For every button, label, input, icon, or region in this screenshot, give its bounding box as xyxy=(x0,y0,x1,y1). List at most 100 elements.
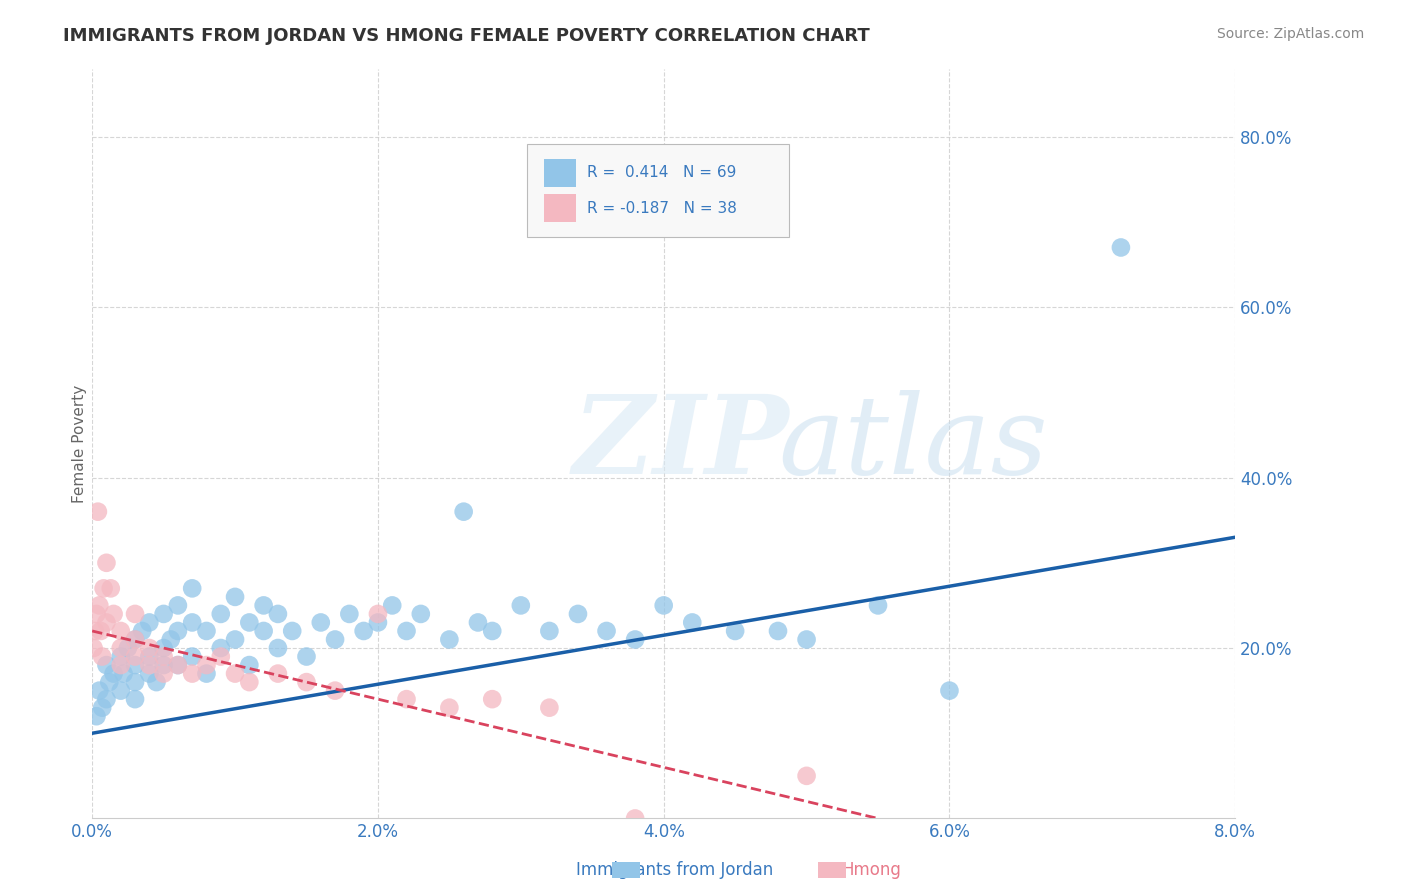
Text: Source: ZipAtlas.com: Source: ZipAtlas.com xyxy=(1216,27,1364,41)
Point xyxy=(91,700,114,714)
Point xyxy=(453,505,475,519)
Point xyxy=(624,812,647,826)
Text: Immigrants from Jordan: Immigrants from Jordan xyxy=(576,861,773,879)
FancyBboxPatch shape xyxy=(526,144,789,237)
Point xyxy=(766,624,789,638)
Point xyxy=(138,615,160,630)
Text: atlas: atlas xyxy=(778,390,1047,497)
Point xyxy=(110,658,132,673)
Point xyxy=(796,769,818,783)
Point xyxy=(86,607,108,621)
Point xyxy=(367,607,389,621)
Point xyxy=(567,607,589,621)
Point xyxy=(138,649,160,664)
Point xyxy=(209,607,232,621)
Point xyxy=(181,582,204,596)
Point xyxy=(353,624,375,638)
Text: IMMIGRANTS FROM JORDAN VS HMONG FEMALE POVERTY CORRELATION CHART: IMMIGRANTS FROM JORDAN VS HMONG FEMALE P… xyxy=(63,27,870,45)
Point xyxy=(181,615,204,630)
Point xyxy=(181,649,204,664)
Point xyxy=(439,632,461,647)
Point xyxy=(96,556,118,570)
Point xyxy=(238,658,260,673)
Point xyxy=(91,649,114,664)
Point xyxy=(509,599,531,613)
Point xyxy=(367,615,389,630)
Point xyxy=(152,640,174,655)
Point xyxy=(93,582,115,596)
Point xyxy=(84,624,107,638)
Point xyxy=(167,624,190,638)
Point xyxy=(253,599,276,613)
Point xyxy=(224,590,246,604)
Point xyxy=(267,607,290,621)
Point xyxy=(124,632,146,647)
Point xyxy=(152,658,174,673)
Point xyxy=(295,675,318,690)
Point xyxy=(110,624,132,638)
Point xyxy=(152,607,174,621)
Text: Hmong: Hmong xyxy=(842,861,901,879)
Point xyxy=(159,632,181,647)
Point xyxy=(138,666,160,681)
Point xyxy=(87,505,110,519)
Point xyxy=(538,624,561,638)
Point xyxy=(209,649,232,664)
Point xyxy=(866,599,889,613)
Point xyxy=(224,632,246,647)
Point xyxy=(467,615,489,630)
Point xyxy=(110,649,132,664)
Point xyxy=(110,640,132,655)
Point xyxy=(309,615,332,630)
Point xyxy=(624,632,647,647)
Point xyxy=(337,607,360,621)
Point xyxy=(103,607,125,621)
Point xyxy=(652,599,675,613)
Point xyxy=(267,666,290,681)
Point xyxy=(439,700,461,714)
Text: ZIP: ZIP xyxy=(572,390,789,497)
FancyBboxPatch shape xyxy=(544,194,575,222)
Point xyxy=(100,582,122,596)
Text: R =  0.414   N = 69: R = 0.414 N = 69 xyxy=(588,165,737,180)
Point xyxy=(238,615,260,630)
Point xyxy=(938,683,960,698)
Point xyxy=(253,624,276,638)
FancyBboxPatch shape xyxy=(544,159,575,187)
Point xyxy=(124,675,146,690)
Point xyxy=(96,692,118,706)
Point xyxy=(98,675,121,690)
Point xyxy=(112,666,135,681)
Point xyxy=(195,658,218,673)
Point xyxy=(281,624,304,638)
Point xyxy=(86,709,108,723)
Point xyxy=(538,700,561,714)
Point xyxy=(152,666,174,681)
Point xyxy=(124,658,146,673)
Point xyxy=(195,624,218,638)
Point xyxy=(89,599,111,613)
Point xyxy=(117,640,139,655)
Point xyxy=(83,640,105,655)
Point xyxy=(152,649,174,664)
Point xyxy=(138,640,160,655)
Point xyxy=(209,640,232,655)
Point xyxy=(323,632,346,647)
Point xyxy=(145,675,167,690)
Y-axis label: Female Poverty: Female Poverty xyxy=(72,384,87,502)
Point xyxy=(96,658,118,673)
Point xyxy=(131,624,153,638)
Point xyxy=(124,632,146,647)
Point xyxy=(96,615,118,630)
Point xyxy=(323,683,346,698)
Point xyxy=(124,692,146,706)
Point xyxy=(381,599,404,613)
Point xyxy=(181,666,204,681)
Point xyxy=(481,692,503,706)
Point xyxy=(89,683,111,698)
Point xyxy=(409,607,432,621)
Point xyxy=(796,632,818,647)
Point xyxy=(224,666,246,681)
Point xyxy=(481,624,503,638)
Point xyxy=(195,666,218,681)
